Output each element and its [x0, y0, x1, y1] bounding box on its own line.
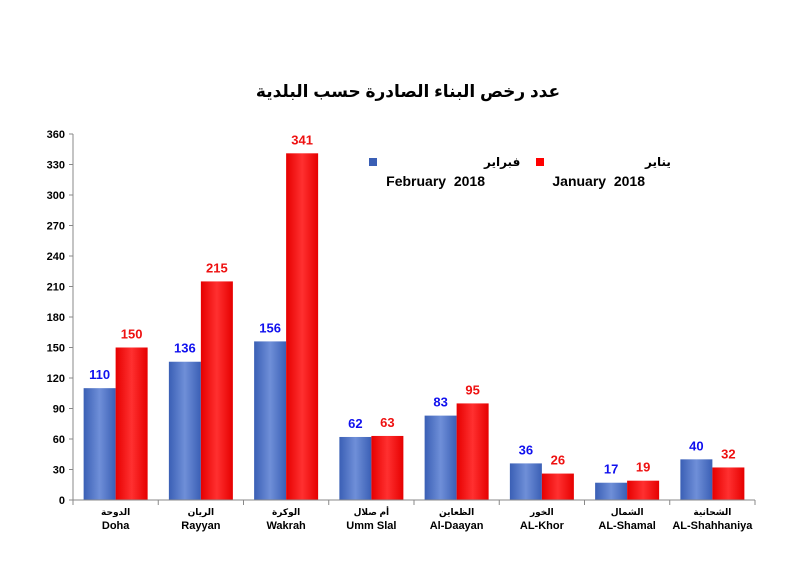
legend-label-january-ar: يناير — [644, 155, 671, 169]
x-tick-label-ar: الشمال — [611, 507, 644, 517]
bar-february — [83, 388, 116, 500]
y-tick-label: 330 — [47, 160, 65, 172]
y-tick-label: 180 — [47, 312, 65, 324]
bar-february — [254, 341, 287, 500]
bar-february — [424, 415, 457, 500]
bars: 110 150 136 215 156 341 62 63 83 95 36 26 17 19 40 32 — [83, 132, 745, 501]
data-label-january: 26 — [551, 453, 565, 468]
y-tick-label: 60 — [53, 434, 65, 446]
x-tick-label-ar: الشحانية — [693, 507, 731, 517]
x-axis: الدوحة Doha الريان Rayyan الوكرة Wakrah أم صلا… — [72, 499, 756, 532]
x-tick-label-ar: الريان — [188, 507, 215, 518]
x-tick-label-ar: الدوحة — [101, 507, 130, 518]
x-tick-label-en: Rayyan — [181, 520, 220, 532]
legend-label-february-en: February 2018 — [386, 173, 485, 189]
y-tick-label: 300 — [47, 190, 65, 202]
x-tick-label-ar: الخور — [529, 507, 554, 518]
bar-january — [115, 347, 148, 500]
chart-title: عدد رخص البناء الصادرة حسب البلدية — [256, 82, 560, 102]
x-tick-label-ar: أم صلال — [354, 506, 390, 518]
data-label-january: 150 — [121, 327, 143, 342]
bar-january — [456, 403, 489, 500]
data-label-january: 19 — [636, 460, 650, 475]
y-tick-label: 210 — [47, 282, 65, 294]
legend: فبراير February 2018 يناير January 2018 — [369, 155, 671, 189]
x-tick-label-en: Doha — [102, 520, 130, 532]
data-label-february: 83 — [433, 395, 447, 410]
x-tick-label-en: AL-Khor — [520, 520, 565, 532]
y-tick-label: 240 — [47, 251, 65, 263]
legend-label-january-en: January 2018 — [552, 173, 645, 189]
bar-february — [339, 436, 372, 500]
x-tick-label-en: Al-Daayan — [430, 520, 484, 532]
legend-label-february-ar: فبراير — [483, 155, 520, 169]
y-tick-label: 360 — [47, 129, 65, 141]
y-tick-label: 30 — [53, 465, 65, 477]
bar-january — [712, 467, 745, 500]
x-tick-label-en: AL-Shahhaniya — [672, 520, 753, 532]
data-label-january: 32 — [721, 446, 735, 461]
bar-february — [680, 459, 713, 500]
data-label-february: 110 — [89, 367, 110, 382]
data-label-february: 62 — [348, 416, 362, 431]
legend-swatch-february — [369, 158, 377, 166]
bar-february — [595, 482, 628, 500]
x-tick-label-en: AL-Shamal — [598, 520, 655, 532]
data-label-february: 156 — [259, 320, 281, 335]
x-tick-label-ar: الوكرة — [272, 507, 300, 518]
y-tick-label: 90 — [53, 404, 65, 416]
x-tick-label-en: Wakrah — [266, 520, 306, 532]
y-axis: 0 30 60 90 120 150 180 210 240 270 300 330 360 — [47, 129, 74, 507]
legend-swatch-january — [536, 158, 544, 166]
data-label-january: 63 — [380, 415, 394, 430]
x-tick-label-ar: الظعاين — [439, 507, 474, 518]
bar-february — [168, 361, 201, 500]
data-label-january: 95 — [465, 382, 479, 397]
bar-january — [541, 473, 574, 500]
data-label-february: 40 — [689, 438, 703, 453]
data-label-february: 17 — [604, 462, 618, 477]
y-tick-label: 270 — [47, 221, 65, 233]
x-tick-label-en: Umm Slal — [346, 520, 396, 532]
data-label-february: 136 — [174, 341, 196, 356]
bar-january — [200, 281, 233, 500]
bar-january — [627, 480, 660, 500]
y-tick-label: 150 — [47, 343, 65, 355]
y-tick-label: 0 — [59, 495, 65, 507]
data-label-january: 341 — [291, 132, 313, 147]
bar-february — [509, 463, 542, 500]
data-label-february: 36 — [519, 442, 533, 457]
bar-january — [371, 435, 404, 500]
data-label-january: 215 — [206, 260, 228, 275]
bar-january — [286, 153, 319, 501]
y-tick-label: 120 — [47, 373, 65, 385]
